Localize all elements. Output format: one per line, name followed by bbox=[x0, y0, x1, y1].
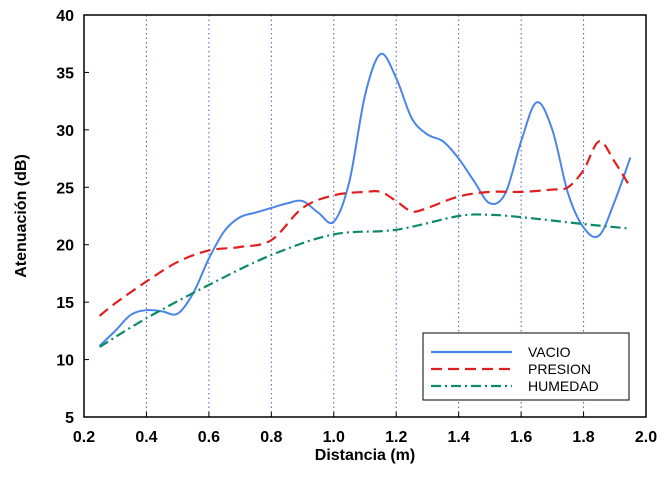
y-axis-title: Atenuación (dB) bbox=[13, 154, 30, 278]
legend-box bbox=[422, 332, 630, 401]
y-tick-label: 10 bbox=[56, 353, 74, 370]
x-axis-title: Distancia (m) bbox=[315, 447, 415, 464]
y-tick-label: 40 bbox=[56, 8, 74, 25]
legend-label-vacio: VACIO bbox=[528, 344, 571, 360]
x-tick-label: 0.6 bbox=[198, 429, 220, 446]
legend-label-humedad: HUMEDAD bbox=[528, 378, 599, 394]
x-tick-label: 2.0 bbox=[635, 429, 657, 446]
series-line-humedad bbox=[99, 213, 631, 348]
y-tick-label: 5 bbox=[65, 410, 74, 427]
x-tick-label: 0.2 bbox=[73, 429, 95, 446]
y-tick-label: 30 bbox=[56, 123, 74, 140]
series-line-presion bbox=[98, 140, 632, 317]
plot-area-frame bbox=[83, 14, 647, 418]
x-tick-label: 1.2 bbox=[385, 429, 407, 446]
y-tick-label: 25 bbox=[56, 180, 74, 197]
x-tick-label: 1.8 bbox=[572, 429, 594, 446]
legend-label-presion: PRESION bbox=[528, 361, 591, 377]
x-tick-label: 1.4 bbox=[448, 429, 470, 446]
y-tick-label: 15 bbox=[56, 295, 74, 312]
y-axis-ticks: 5 10 15 20 25 30 35 40 bbox=[56, 8, 89, 427]
x-tick-label: 0.8 bbox=[260, 429, 282, 446]
series-lines bbox=[98, 52, 632, 348]
series-line-vacio bbox=[98, 52, 632, 347]
x-tick-label: 1.0 bbox=[323, 429, 345, 446]
y-tick-label: 20 bbox=[56, 238, 74, 255]
x-tick-label: 0.4 bbox=[135, 429, 157, 446]
y-tick-label: 35 bbox=[56, 65, 74, 82]
x-axis-ticks: 0.2 0.4 0.6 0.8 1.0 1.2 1.4 1.6 1.8 2.0 bbox=[73, 412, 657, 446]
x-tick-label: 1.6 bbox=[510, 429, 532, 446]
